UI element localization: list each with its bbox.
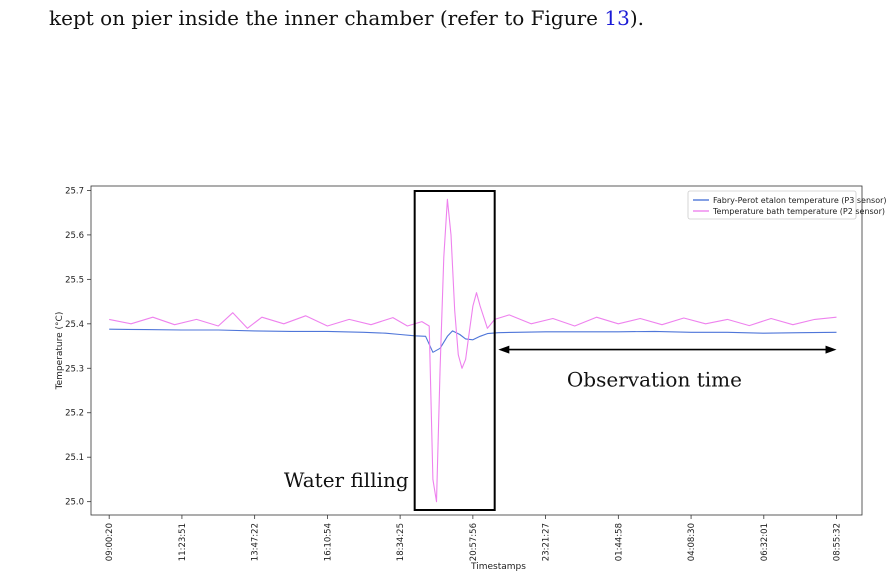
x-axis-label: Timestamps	[470, 562, 526, 572]
x-tick-label-1: 11:23:51	[178, 523, 188, 561]
observation-time-label: Observation time	[567, 368, 742, 392]
legend-box	[687, 190, 857, 220]
water-filling-box	[413, 190, 496, 511]
body-text-prefix: kept on pier inside the inner chamber (r…	[49, 6, 605, 30]
x-tick-label-6: 23:21:27	[542, 523, 552, 561]
x-tick-label-5: 20:57:56	[469, 523, 479, 561]
body-text-line: kept on pier inside the inner chamber (r…	[49, 0, 889, 36]
body-text-suffix: ).	[629, 6, 644, 30]
x-tick-label-9: 06:32:01	[760, 523, 770, 561]
series-line-2	[109, 198, 837, 503]
observation-arrow-head-left	[498, 345, 510, 354]
x-tick-label-8: 04:08:30	[687, 523, 697, 561]
x-tick-label-4: 18:34:25	[396, 523, 406, 561]
y-tick-label-7: 25.7	[65, 186, 84, 196]
y-tick-label-1: 25.1	[65, 453, 84, 463]
plot-frame	[90, 185, 863, 516]
y-tick-label-2: 25.2	[65, 409, 84, 419]
y-tick-label-0: 25.0	[65, 498, 84, 508]
x-tick-label-0: 09:00:20	[105, 523, 115, 561]
x-tick-label-2: 13:47:22	[251, 523, 261, 561]
y-tick-label-3: 25.3	[65, 364, 84, 374]
legend-label-2: Temperature bath temperature (P2 sensor)	[712, 207, 885, 216]
y-tick-label-4: 25.4	[65, 320, 84, 330]
water-filling-label: Water filling	[284, 468, 409, 492]
y-tick-label-6: 25.6	[65, 231, 84, 241]
y-axis-label: Temperature (°C)	[55, 312, 65, 391]
legend-label-1: Fabry-Perot etalon temperature (P3 senso…	[713, 196, 887, 205]
y-tick-label-5: 25.5	[65, 275, 84, 285]
x-tick-label-7: 01:44:58	[614, 523, 624, 561]
x-tick-label-3: 16:10:54	[323, 523, 333, 561]
x-tick-label-10: 08:55:32	[833, 523, 843, 561]
figure-reference-link[interactable]: 13	[604, 6, 630, 30]
observation-arrow-head-right	[825, 345, 837, 354]
